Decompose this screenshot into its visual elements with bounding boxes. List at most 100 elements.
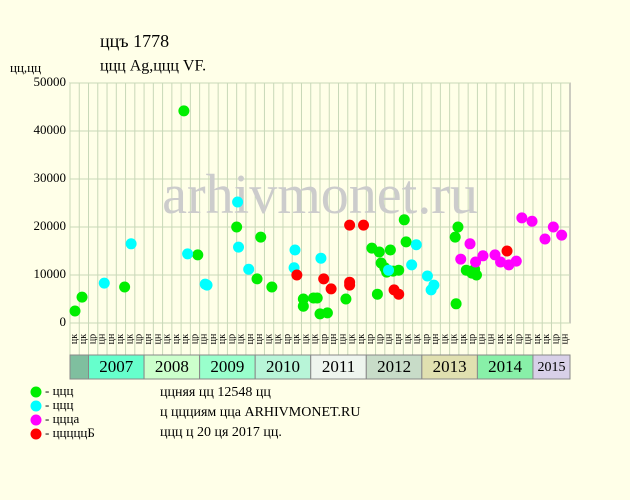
- year-band: [88, 354, 145, 380]
- y-tick-label: 20000: [34, 218, 67, 233]
- point: [406, 259, 418, 271]
- legend-label: - ццца: [45, 411, 79, 426]
- point: [495, 256, 507, 268]
- point: [289, 244, 301, 256]
- point: [76, 291, 88, 303]
- point: [358, 219, 370, 231]
- point: [556, 229, 568, 241]
- x-tick-label: цн: [254, 333, 265, 344]
- point: [251, 273, 263, 285]
- year-label: 2015: [537, 360, 565, 375]
- y-axis-label: цц,цц: [10, 60, 41, 75]
- point: [125, 238, 137, 250]
- point: [232, 196, 244, 208]
- point: [192, 249, 204, 261]
- x-tick-label: цк: [504, 334, 515, 344]
- x-tick-label: цк: [402, 334, 413, 344]
- point: [400, 236, 412, 248]
- point: [266, 281, 278, 293]
- x-tick-label: цк: [458, 334, 469, 344]
- point: [340, 293, 352, 305]
- year-band: [199, 354, 256, 380]
- point: [325, 283, 337, 295]
- year-band: [476, 354, 534, 380]
- point: [178, 105, 190, 117]
- point: [470, 269, 482, 281]
- point: [393, 264, 405, 276]
- year-label: 2012: [377, 357, 411, 376]
- chart-subtitle: ццц Ag,ццц VF.: [100, 58, 206, 75]
- x-tick-label: цк: [171, 334, 182, 344]
- x-tick-label: цк: [310, 334, 321, 344]
- year-label: 2007: [99, 357, 134, 376]
- point: [470, 256, 482, 268]
- chart-title: ццъ 1778: [100, 31, 169, 51]
- x-tick-label: цк: [412, 334, 423, 344]
- point: [428, 279, 440, 291]
- y-tick-label: 30000: [34, 170, 67, 185]
- point: [539, 233, 551, 245]
- legend-label: - ццц: [45, 397, 73, 412]
- x-tick-label: цк: [217, 334, 228, 344]
- x-tick-label: цн: [199, 333, 210, 344]
- point: [516, 212, 528, 224]
- y-tick-label: 0: [60, 314, 67, 329]
- x-tick-label: цн: [152, 333, 163, 344]
- y-tick-label: 50000: [34, 74, 67, 89]
- point: [547, 221, 559, 233]
- year-band: [421, 354, 478, 380]
- x-tick-label: цк: [78, 334, 89, 344]
- x-tick-label: цн: [560, 333, 571, 344]
- x-tick-label: цк: [356, 334, 367, 344]
- x-tick-label: цн: [393, 333, 404, 344]
- x-tick-label: цн: [106, 333, 117, 344]
- x-tick-label: цк: [263, 334, 274, 344]
- year-band: [69, 354, 90, 380]
- point: [321, 307, 333, 319]
- point: [231, 221, 243, 233]
- year-label: 2011: [322, 357, 355, 376]
- point: [297, 300, 309, 312]
- x-tick-label: цр: [134, 334, 145, 344]
- note: ццц ц 20 ця 2017 цц.: [160, 425, 282, 440]
- point: [526, 215, 538, 227]
- x-tick-label: цр: [319, 334, 330, 344]
- point: [243, 263, 255, 275]
- x-tick-label: цн: [486, 333, 497, 344]
- point: [421, 270, 433, 282]
- point: [373, 246, 385, 258]
- x-tick-label: цк: [541, 334, 552, 344]
- point: [201, 279, 213, 291]
- x-tick-label: цр: [87, 334, 98, 344]
- y-tick-label: 10000: [34, 266, 67, 281]
- x-tick-label: цн: [337, 333, 348, 344]
- x-tick-label: цр: [467, 334, 478, 344]
- point: [69, 305, 81, 317]
- x-tick-label: цр: [513, 334, 524, 344]
- point: [255, 231, 267, 243]
- point: [384, 244, 396, 256]
- x-tick-label: цр: [550, 334, 561, 344]
- year-label: 2009: [210, 357, 244, 376]
- point: [119, 281, 131, 293]
- x-tick-label: цн: [384, 333, 395, 344]
- point: [477, 250, 489, 262]
- year-label: 2008: [155, 357, 189, 376]
- year-label: 2010: [266, 357, 300, 376]
- x-tick-label: цк: [273, 334, 284, 344]
- year-band: [143, 354, 201, 380]
- point: [291, 269, 303, 281]
- x-tick-label: цк: [347, 334, 358, 344]
- point: [182, 248, 194, 260]
- point: [510, 255, 522, 267]
- year-band: [532, 354, 571, 380]
- point: [449, 231, 461, 243]
- x-tick-label: цк: [300, 334, 311, 344]
- x-tick-label: цк: [236, 334, 247, 344]
- x-tick-label: цк: [180, 334, 191, 344]
- legend-marker: [30, 386, 42, 398]
- point: [383, 264, 395, 276]
- x-tick-label: цн: [143, 333, 154, 344]
- x-tick-label: цк: [532, 334, 543, 344]
- x-tick-label: цн: [328, 333, 339, 344]
